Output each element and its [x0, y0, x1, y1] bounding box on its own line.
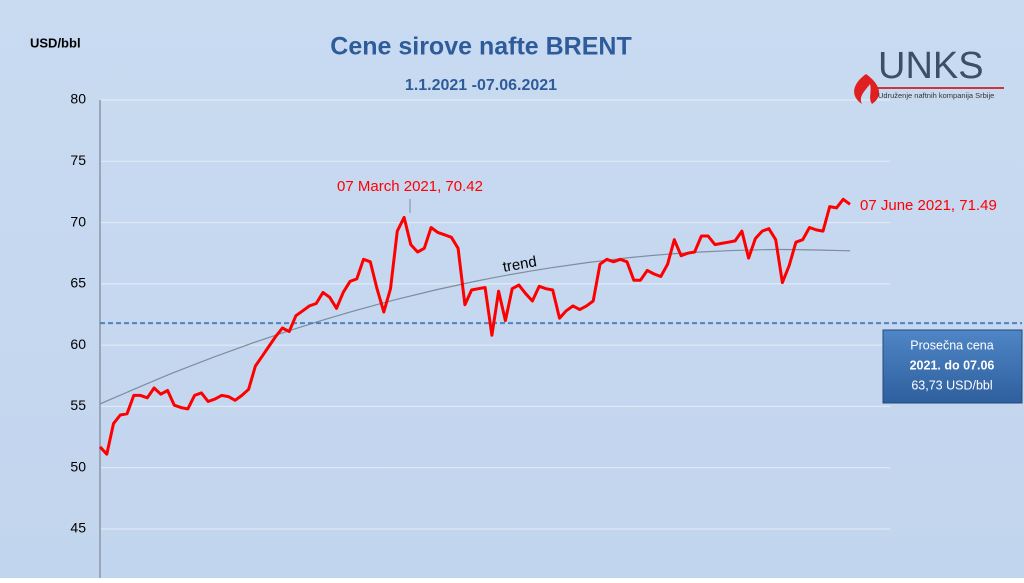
trend-line: [99, 248, 851, 405]
average-box-text: Prosečna cena: [910, 338, 993, 352]
annotation: 07 March 2021, 70.42: [337, 178, 483, 195]
chart-title: Cene sirove nafte BRENT: [330, 33, 631, 61]
y-tick-label: 65: [70, 275, 86, 291]
y-tick-label: 75: [70, 152, 86, 168]
average-box-text: 2021. do 07.06: [910, 358, 995, 372]
y-tick-label: 70: [70, 213, 86, 229]
y-tick-label: 50: [70, 458, 86, 474]
average-box: [882, 329, 1023, 404]
price-line: [98, 197, 851, 456]
y-tick-label: 45: [70, 520, 86, 536]
trend-label: trend: [501, 253, 538, 276]
average-box-text: 63,73 USD/bbl: [911, 378, 992, 392]
chart-subtitle: 1.1.2021 -07.06.2021: [405, 77, 557, 94]
y-axis-label: USD/bbl: [30, 35, 81, 50]
y-tick-label: 60: [70, 336, 86, 352]
logo: UNKS Udruženje naftnih kompanija Srbije: [854, 45, 1004, 104]
logo-tagline: Udruženje naftnih kompanija Srbije: [878, 91, 994, 100]
logo-flame: [854, 74, 880, 104]
y-tick-label: 80: [70, 91, 86, 107]
logo-name: UNKS: [878, 45, 984, 87]
annotation: 07 June 2021, 71.49: [860, 197, 997, 214]
y-tick-label: 55: [70, 397, 86, 413]
